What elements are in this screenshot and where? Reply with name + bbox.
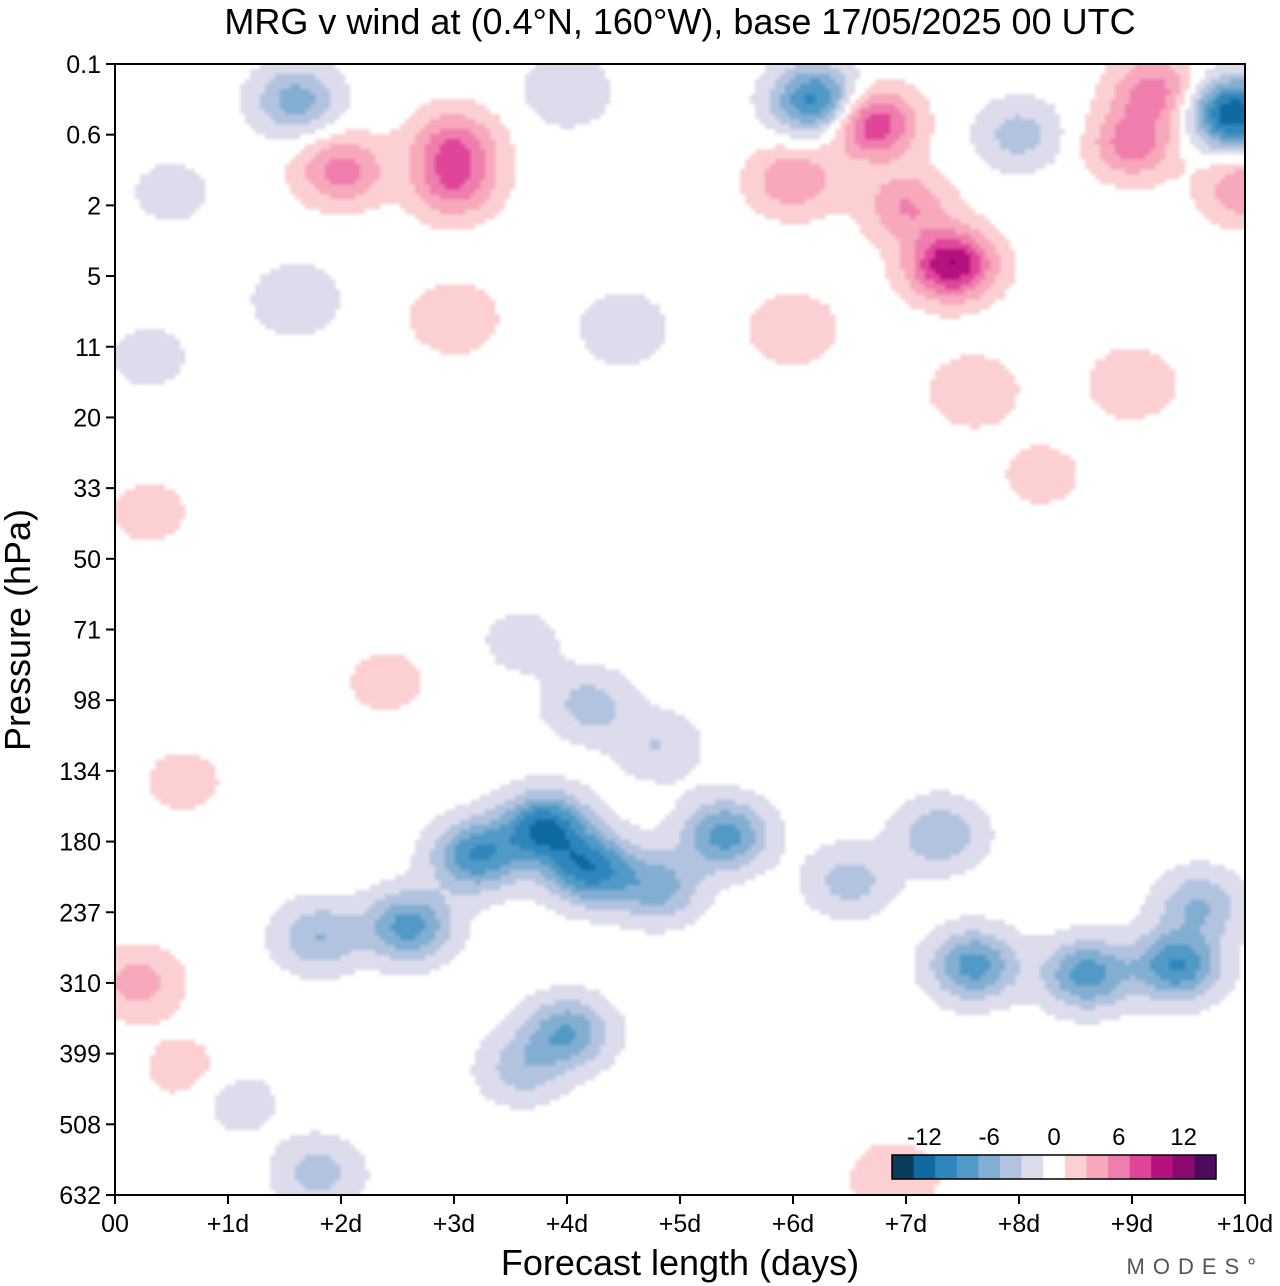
y-tick-label: 180	[59, 829, 101, 857]
y-tick-label: 508	[59, 1111, 101, 1139]
colorbar-swatch	[1043, 1155, 1066, 1179]
x-tick-label: +5d	[659, 1210, 701, 1238]
colorbar-swatch	[1129, 1155, 1152, 1179]
chart-title: MRG v wind at (0.4°N, 160°W), base 17/05…	[224, 1, 1135, 42]
colorbar-swatch	[978, 1155, 1001, 1179]
colorbar-swatch	[1086, 1155, 1109, 1179]
x-tick-label: +6d	[772, 1210, 814, 1238]
colorbar-swatch	[1194, 1155, 1217, 1179]
y-tick-label: 71	[73, 617, 101, 645]
colorbar-tick-label: 0	[1047, 1124, 1060, 1151]
y-tick-label: 134	[59, 758, 101, 786]
y-axis-label: Pressure (hPa)	[0, 509, 38, 751]
colorbar-swatch	[892, 1155, 915, 1179]
colorbar-tick-label: -6	[979, 1124, 1000, 1151]
x-tick-label: +2d	[320, 1210, 362, 1238]
colorbar-tick-label: -12	[907, 1124, 942, 1151]
colorbar-swatch	[1021, 1155, 1044, 1179]
colorbar-swatch	[1000, 1155, 1023, 1179]
y-tick-label: 0.6	[66, 122, 101, 150]
y-tick-label: 237	[59, 899, 101, 927]
x-tick-label: +7d	[885, 1210, 927, 1238]
y-tick-label: 0.1	[66, 51, 101, 79]
x-tick-label: +9d	[1111, 1210, 1153, 1238]
y-tick-label: 310	[59, 970, 101, 998]
colorbar-tick-label: 12	[1170, 1124, 1197, 1151]
colorbar-swatch	[1064, 1155, 1087, 1179]
y-tick-label: 399	[59, 1041, 101, 1069]
colorbar-swatch	[1172, 1155, 1195, 1179]
y-tick-label: 33	[73, 475, 101, 503]
y-tick-label: 50	[73, 546, 101, 574]
y-tick-label: 20	[73, 404, 101, 432]
x-tick-label: +10d	[1217, 1210, 1273, 1238]
brand-logo: MODES°	[1127, 1254, 1264, 1279]
colorbar-swatch	[913, 1155, 936, 1179]
y-tick-label: 2	[87, 192, 101, 220]
colorbar: -12 -6 0 6 12	[891, 1124, 1217, 1180]
y-tick-label: 5	[87, 263, 101, 291]
x-tick-label: +3d	[433, 1210, 475, 1238]
y-tick-label: 632	[59, 1182, 101, 1210]
colorbar-swatch	[935, 1155, 958, 1179]
colorbar-tick-label: 6	[1112, 1124, 1125, 1151]
y-tick-label: 98	[73, 687, 101, 715]
v-wind-field	[115, 64, 1245, 1195]
x-tick-label: +1d	[207, 1210, 249, 1238]
axes: 0.1 0.6 2 5 11 20 33 50 71 98 134 180 237 310 399 508 63…	[59, 51, 1273, 1238]
x-tick-label: +4d	[546, 1210, 588, 1238]
x-axis-label: Forecast length (days)	[501, 1242, 859, 1283]
x-tick-label: +8d	[998, 1210, 1040, 1238]
colorbar-swatch	[1108, 1155, 1131, 1179]
colorbar-frame	[891, 1154, 1217, 1180]
colorbar-swatch	[956, 1155, 979, 1179]
x-tick-label: 00	[101, 1210, 129, 1238]
y-tick-label: 11	[75, 334, 101, 362]
plot-area	[115, 64, 1245, 1195]
colorbar-swatch	[1151, 1155, 1174, 1179]
